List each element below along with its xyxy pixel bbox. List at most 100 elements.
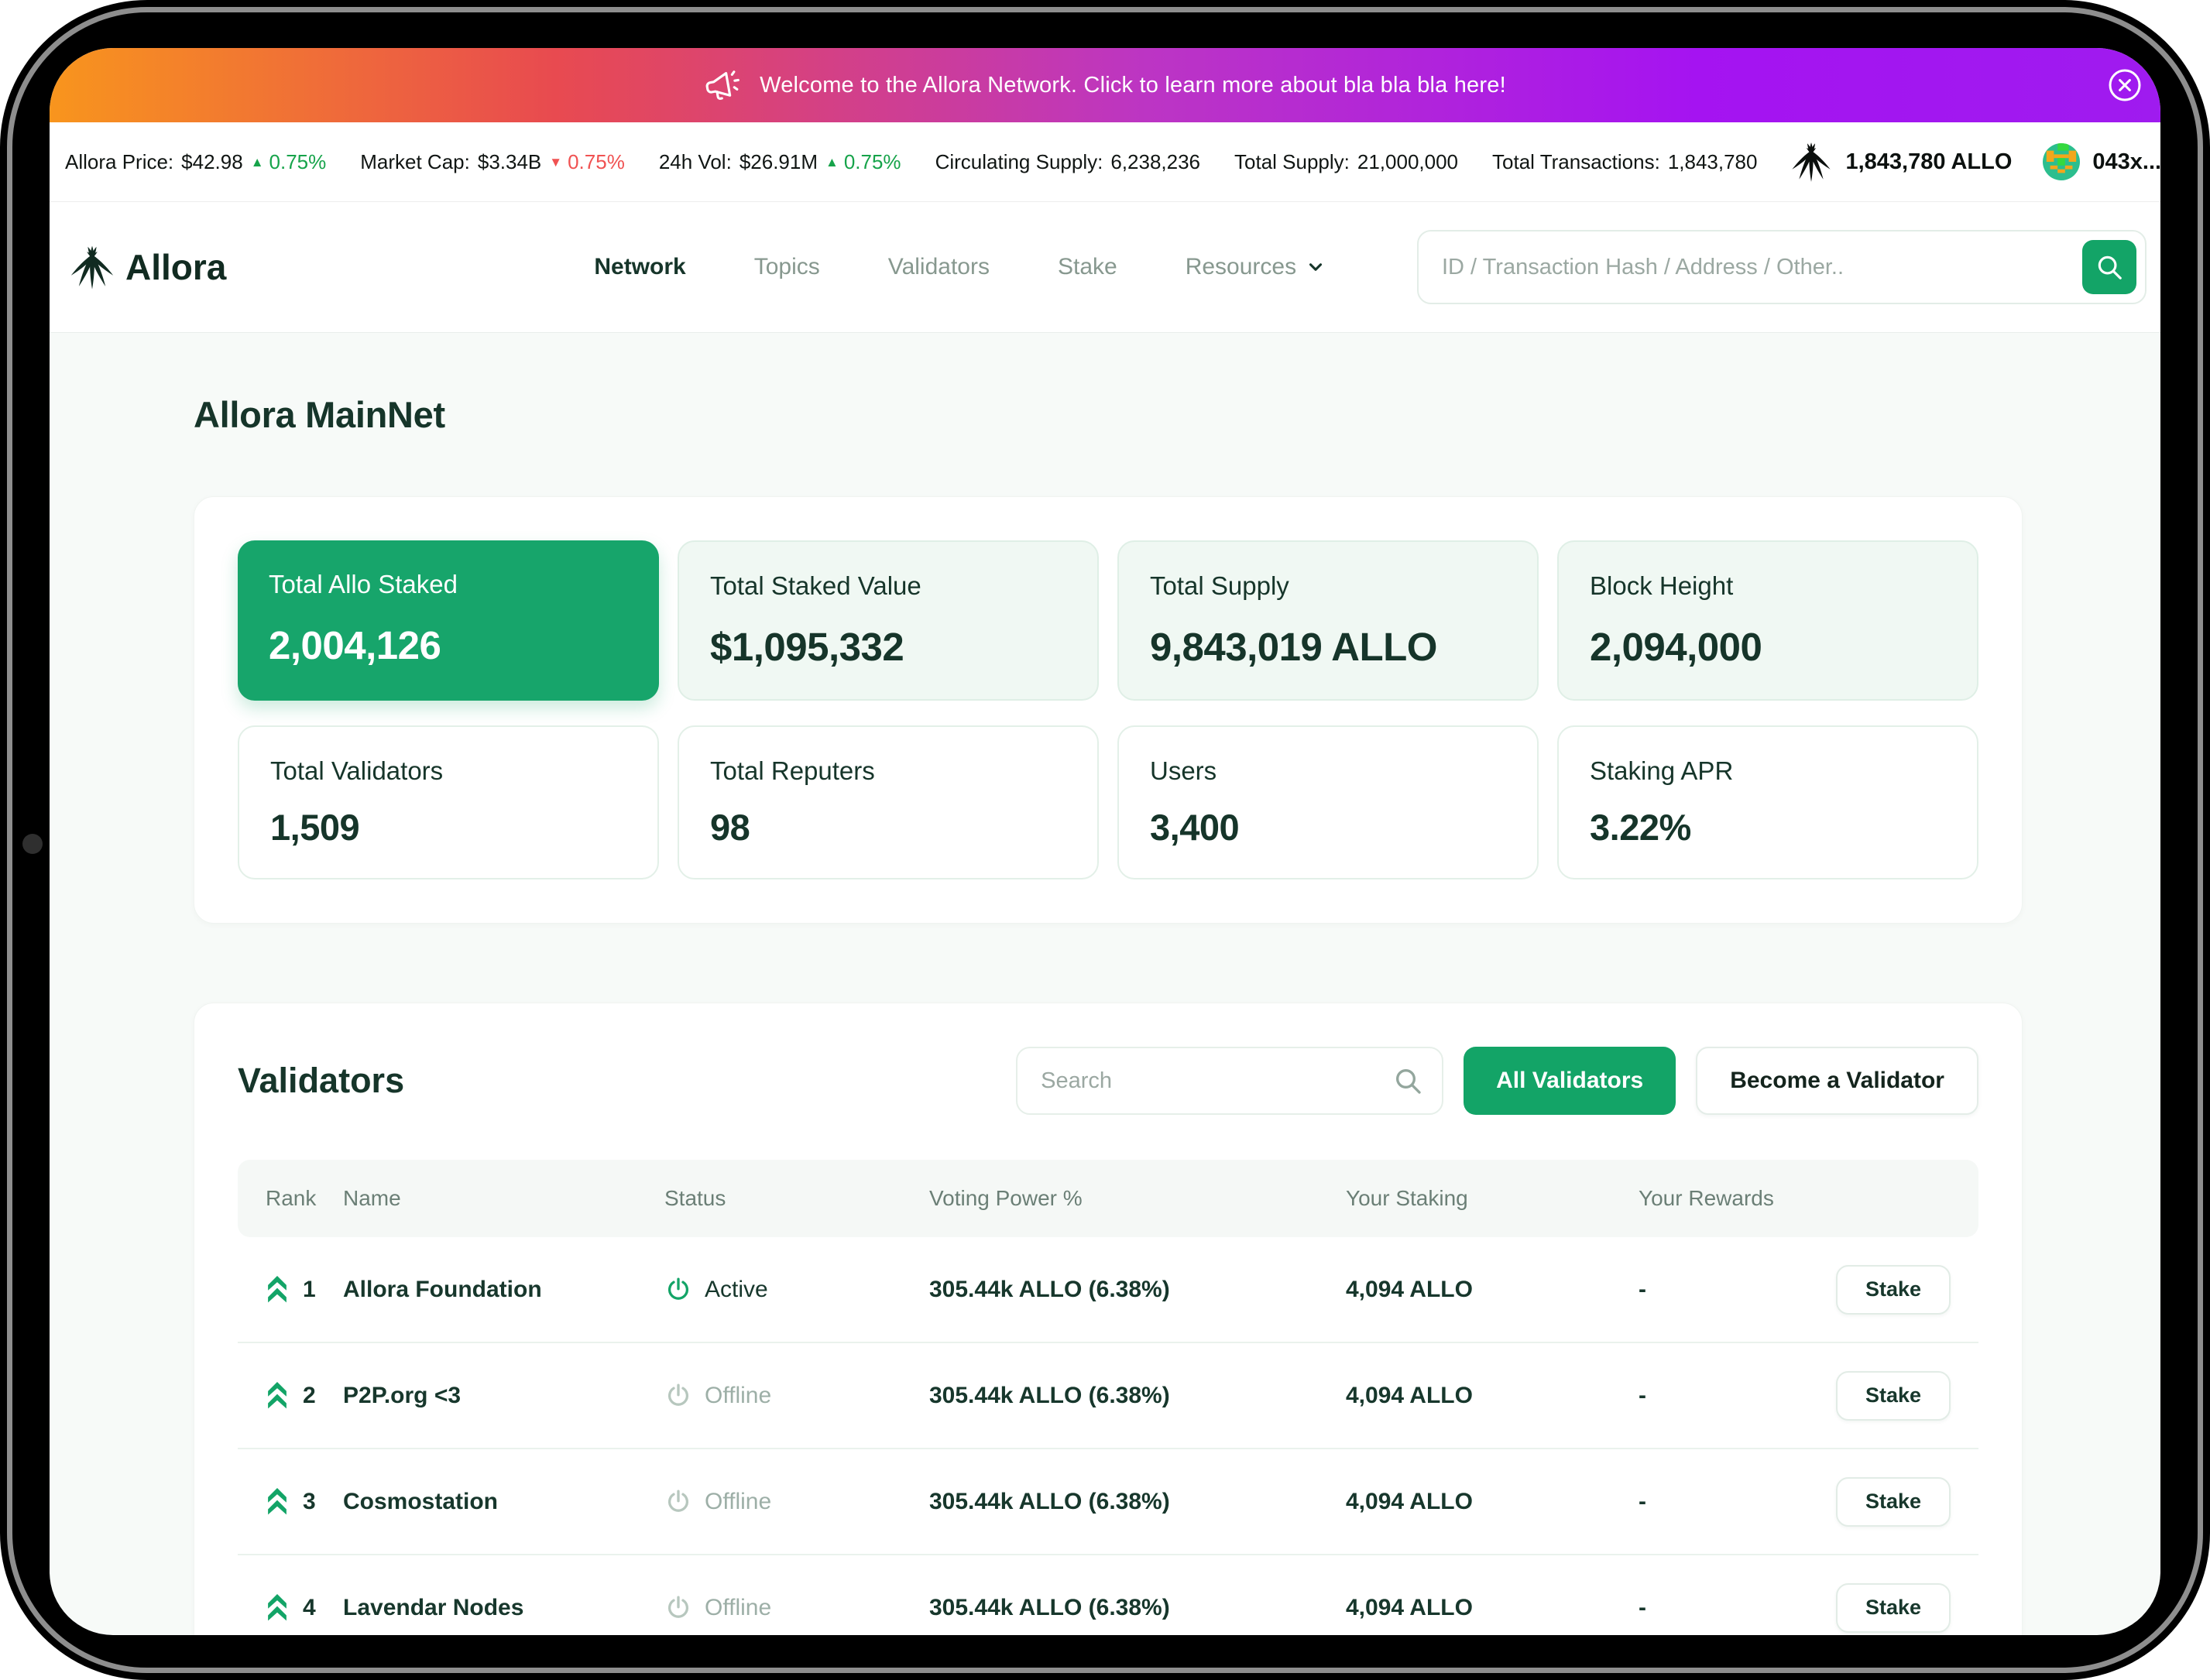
status-badge: Offline bbox=[664, 1594, 929, 1622]
power-icon bbox=[664, 1488, 692, 1516]
wallet-balance[interactable]: 1,843,780 ALLO bbox=[1791, 139, 2012, 184]
screen: Welcome to the Allora Network. Click to … bbox=[50, 48, 2160, 1635]
validators-panel: Validators All Validators Become a Valid… bbox=[194, 1003, 2023, 1635]
global-search-input[interactable] bbox=[1417, 230, 2147, 304]
ticker-24h-vol: 24h Vol: $26.91M ▲ 0.75% bbox=[659, 150, 901, 174]
trend-down-icon: ▼ bbox=[549, 154, 563, 170]
banner-close-button[interactable] bbox=[2106, 67, 2143, 104]
your-staking: 4,094 ALLO bbox=[1346, 1488, 1473, 1514]
chevron-down-icon bbox=[1306, 257, 1326, 277]
allora-logo[interactable]: Allora bbox=[70, 242, 226, 292]
search-icon bbox=[2095, 252, 2124, 282]
allora-logo-icon bbox=[70, 242, 115, 292]
ticker-total-transactions: Total Transactions: 1,843,780 bbox=[1492, 150, 1757, 174]
table-row: 1 Allora Foundation Active 305.44k ALLO … bbox=[238, 1237, 1978, 1343]
rank-number: 3 bbox=[303, 1488, 316, 1514]
stat-card-value: 1,509 bbox=[270, 807, 360, 848]
power-icon bbox=[664, 1594, 692, 1622]
voting-power: 305.44k ALLO (6.38%) bbox=[929, 1594, 1170, 1620]
become-validator-button[interactable]: Become a Validator bbox=[1696, 1047, 1978, 1115]
ticker-label: Allora Price: bbox=[65, 149, 174, 173]
announcement-banner[interactable]: Welcome to the Allora Network. Click to … bbox=[50, 48, 2160, 122]
stat-card-label: Total Allo Staked bbox=[269, 570, 458, 598]
trend-up-icon: ▲ bbox=[825, 154, 839, 170]
stake-button[interactable]: Stake bbox=[1835, 1264, 1951, 1315]
table-header: Rank Name Status Voting Power % Your Sta… bbox=[238, 1160, 1978, 1237]
validator-name[interactable]: P2P.org <3 bbox=[343, 1382, 462, 1408]
stat-card-total-reputers: Total Reputers 98 bbox=[678, 725, 1099, 879]
validator-name[interactable]: Allora Foundation bbox=[343, 1276, 542, 1302]
stat-card-value: 3.22% bbox=[1590, 807, 1691, 848]
stake-button[interactable]: Stake bbox=[1835, 1582, 1951, 1633]
all-validators-button[interactable]: All Validators bbox=[1464, 1047, 1676, 1115]
ticker-value: $26.91M bbox=[739, 149, 818, 173]
col-your-rewards: Your Rewards bbox=[1639, 1186, 1774, 1210]
announcement-text: Welcome to the Allora Network. Click to … bbox=[760, 72, 1506, 98]
validator-name[interactable]: Cosmostation bbox=[343, 1488, 499, 1514]
rank-up-icon bbox=[266, 1488, 289, 1515]
main-nav: Allora Network Topics Validators Stake R… bbox=[50, 202, 2160, 333]
your-rewards: - bbox=[1639, 1382, 1646, 1408]
validators-search bbox=[1016, 1047, 1444, 1115]
rank-up-icon bbox=[266, 1594, 289, 1621]
stat-card-label: Staking APR bbox=[1590, 756, 1734, 785]
stat-card-label: Total Validators bbox=[270, 756, 444, 785]
stake-button[interactable]: Stake bbox=[1835, 1370, 1951, 1421]
your-staking: 4,094 ALLO bbox=[1346, 1276, 1473, 1302]
stats-ticker-bar: Allora Price: $42.98 ▲ 0.75% Market Cap: … bbox=[50, 122, 2160, 202]
stat-card-total-validators: Total Validators 1,509 bbox=[238, 725, 659, 879]
nav-item-topics[interactable]: Topics bbox=[753, 254, 820, 279]
nav-item-validators[interactable]: Validators bbox=[887, 254, 990, 279]
ticker-circulating-supply: Circulating Supply: 6,238,236 bbox=[935, 150, 1200, 174]
stat-card-label: Total Supply bbox=[1150, 571, 1289, 600]
wallet-address: 043x...0934 bbox=[2092, 149, 2160, 174]
your-staking: 4,094 ALLO bbox=[1346, 1594, 1473, 1620]
stat-card-total-allo-staked[interactable]: Total Allo Staked 2,004,126 bbox=[238, 540, 659, 701]
rank-number: 2 bbox=[303, 1382, 316, 1408]
validators-search-input[interactable] bbox=[1016, 1047, 1444, 1115]
allora-token-icon bbox=[1791, 139, 1831, 184]
nav-menu: Network Topics Validators Stake Resource… bbox=[594, 254, 1326, 280]
tablet-camera bbox=[22, 834, 43, 854]
ticker-market-cap: Market Cap: $3.34B ▼ 0.75% bbox=[360, 150, 625, 174]
validator-name[interactable]: Lavendar Nodes bbox=[343, 1594, 524, 1620]
your-rewards: - bbox=[1639, 1276, 1646, 1302]
nav-item-network[interactable]: Network bbox=[594, 254, 686, 279]
stat-card-label: Users bbox=[1150, 756, 1217, 785]
stat-card-total-supply: Total Supply 9,843,019 ALLO bbox=[1117, 540, 1539, 701]
global-search bbox=[1417, 230, 2147, 304]
nav-item-label: Resources bbox=[1185, 254, 1297, 279]
status-badge: Offline bbox=[664, 1382, 929, 1410]
rank-number: 4 bbox=[303, 1594, 316, 1620]
search-button[interactable] bbox=[2082, 240, 2136, 294]
marketcap-change: ▼ 0.75% bbox=[549, 149, 625, 173]
validators-table: Rank Name Status Voting Power % Your Sta… bbox=[238, 1160, 1978, 1635]
stat-card-value: 9,843,019 ALLO bbox=[1150, 625, 1437, 669]
ticker-value: 1,843,780 bbox=[1667, 149, 1758, 173]
page-title: Allora MainNet bbox=[194, 394, 445, 435]
tablet-edge-band bbox=[7, 7, 2203, 1673]
stat-card-value: $1,095,332 bbox=[710, 625, 904, 669]
ticker-label: Total Supply: bbox=[1234, 149, 1350, 173]
stat-card-label: Total Reputers bbox=[710, 756, 875, 785]
ticker-value: $42.98 bbox=[181, 149, 243, 173]
stat-card-total-staked-value: Total Staked Value $1,095,332 bbox=[678, 540, 1099, 701]
power-icon bbox=[664, 1276, 692, 1304]
nav-item-stake[interactable]: Stake bbox=[1057, 254, 1117, 279]
network-stats-panel: Total Allo Staked 2,004,126 Total Staked… bbox=[194, 496, 2023, 924]
your-rewards: - bbox=[1639, 1594, 1646, 1620]
stake-button[interactable]: Stake bbox=[1835, 1476, 1951, 1527]
ticker-value: $3.34B bbox=[477, 149, 542, 173]
ticker-value: 21,000,000 bbox=[1357, 149, 1459, 173]
col-status: Status bbox=[664, 1186, 726, 1210]
nav-item-resources[interactable]: Resources bbox=[1186, 254, 1326, 280]
wallet-avatar bbox=[2043, 143, 2080, 180]
stat-card-label: Block Height bbox=[1590, 571, 1734, 600]
search-icon bbox=[1392, 1065, 1423, 1096]
table-row: 4 Lavendar Nodes Offline 305.44k ALLO (6… bbox=[238, 1555, 1978, 1635]
wallet-address-chip[interactable]: 043x...0934 bbox=[2043, 143, 2160, 180]
your-rewards: - bbox=[1639, 1488, 1646, 1514]
ticker-allora-price: Allora Price: $42.98 ▲ 0.75% bbox=[65, 150, 326, 174]
page-content: Allora MainNet Total Allo Staked 2,004,1… bbox=[50, 333, 2160, 1635]
